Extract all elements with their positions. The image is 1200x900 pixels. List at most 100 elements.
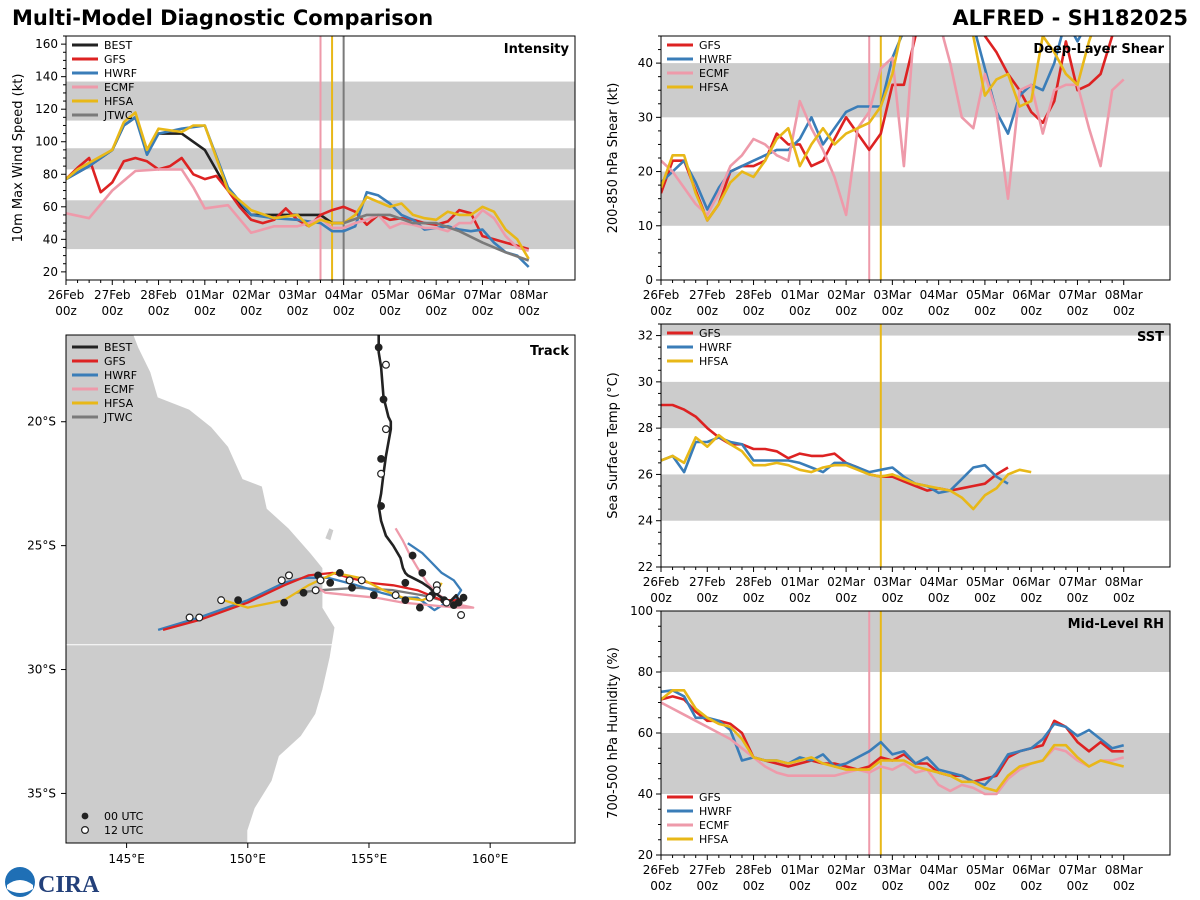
shear-xtick-label-hour: 00z <box>696 304 718 318</box>
intensity-xtick-label: 26Feb <box>48 288 85 302</box>
track-legend-label-ecmf: ECMF <box>104 383 134 396</box>
intensity-plot-area <box>66 36 575 280</box>
rh-xtick-label: 03Mar <box>873 863 911 877</box>
intensity-ytick-label: 120 <box>35 102 58 116</box>
intensity-legend-label-hwrf: HWRF <box>104 67 137 80</box>
intensity-xtick-label-hour: 00z <box>55 304 77 318</box>
rh-xtick-label: 06Mar <box>1012 863 1050 877</box>
legend-12utc-label: 12 UTC <box>104 824 144 837</box>
sst-ytick-label: 26 <box>638 467 653 481</box>
track-marker-00utc <box>326 578 335 587</box>
rh-legend-label-ecmf: ECMF <box>699 819 729 832</box>
track-title: Track <box>530 344 569 359</box>
shear-xtick-label-hour: 00z <box>974 304 996 318</box>
track-marker-12utc <box>457 611 466 620</box>
track-ytick-label: 25°S <box>27 539 56 553</box>
shear-xtick-label: 26Feb <box>643 288 680 302</box>
sst-xtick-label-hour: 00z <box>696 591 718 605</box>
intensity-ytick-label: 20 <box>43 265 58 279</box>
shear-ytick-label: 40 <box>638 56 653 70</box>
intensity-series-ecmf <box>66 168 530 252</box>
sst-ytick-label: 24 <box>638 514 653 528</box>
intensity-xtick-label: 28Feb <box>140 288 177 302</box>
intensity-ytick-label: 40 <box>43 232 58 246</box>
track-marker-12utc <box>391 591 400 600</box>
shear-ytick-label: 10 <box>638 219 653 233</box>
shear-xtick-label-hour: 00z <box>928 304 950 318</box>
sst-ytick-label: 30 <box>638 375 653 389</box>
shear-band-0 <box>661 171 1170 226</box>
sst-xtick-label: 26Feb <box>643 575 680 589</box>
rh-xtick-label-hour: 00z <box>743 879 765 893</box>
shear-xtick-label: 03Mar <box>873 288 911 302</box>
shear-xtick-label-hour: 00z <box>882 304 904 318</box>
intensity-legend-label-best: BEST <box>104 39 132 52</box>
track-marker-12utc <box>432 586 441 595</box>
track-marker-12utc <box>425 593 434 602</box>
sst-series-hfsa <box>661 433 1032 511</box>
track-marker-00utc <box>459 593 468 602</box>
sst-band-0 <box>661 474 1170 521</box>
intensity-xtick-label-hour: 00z <box>287 304 309 318</box>
rh-xtick-label: 28Feb <box>735 863 772 877</box>
track-legend-label-best: BEST <box>104 341 132 354</box>
shear-ytick-label: 30 <box>638 110 653 124</box>
intensity-xtick-label: 04Mar <box>325 288 363 302</box>
track-marker-00utc <box>348 583 356 592</box>
rh-title: Mid-Level RH <box>1068 617 1164 632</box>
rh-xtick-label: 27Feb <box>689 863 726 877</box>
rh-xtick-label: 04Mar <box>920 863 958 877</box>
intensity-xtick-label: 01Mar <box>186 288 224 302</box>
shear-ytick-label: 0 <box>645 273 653 287</box>
sst-xtick-label-hour: 00z <box>1020 591 1042 605</box>
track-marker-12utc <box>311 586 320 595</box>
rh-xtick-label-hour: 00z <box>1113 879 1135 893</box>
rh-xtick-label-hour: 00z <box>1020 879 1042 893</box>
intensity-title: Intensity <box>504 42 570 57</box>
shear-xtick-label-hour: 00z <box>789 304 811 318</box>
storm-id-title: ALFRED - SH182025 <box>952 6 1188 30</box>
track-marker-00utc <box>369 591 378 600</box>
shear-xtick-label: 02Mar <box>827 288 865 302</box>
rh-series-hfsa <box>661 688 1125 793</box>
intensity-legend-label-hfsa: HFSA <box>104 95 134 108</box>
intensity-xtick-label: 07Mar <box>463 288 501 302</box>
sst-title: SST <box>1137 330 1164 345</box>
track-marker-00utc <box>449 601 458 610</box>
intensity-xtick-label-hour: 00z <box>518 304 540 318</box>
track-marker-12utc <box>277 576 286 585</box>
track-ytick-label: 35°S <box>27 786 56 800</box>
rh-xtick-label: 02Mar <box>827 863 865 877</box>
rh-xtick-label-hour: 00z <box>835 879 857 893</box>
shear-legend-label-hwrf: HWRF <box>699 53 732 66</box>
track-panel: 145°E 150°E 155°E 160°E 20°S 25°S 30°S 35°S Trac… <box>27 334 576 866</box>
shear-xtick-label-hour: 00z <box>1067 304 1089 318</box>
rh-xtick-label-hour: 00z <box>789 879 811 893</box>
legend-00utc-label: 00 UTC <box>104 810 144 823</box>
shear-xtick-label-hour: 00z <box>743 304 765 318</box>
rh-series-hwrf <box>661 688 1125 787</box>
sst-ytick-label: 32 <box>638 329 653 343</box>
sst-panel: 22 24 26 28 30 32 26Feb 00z 27Feb 00z 28Feb 00z 01Ma… <box>606 323 1171 605</box>
sst-xtick-label: 02Mar <box>827 575 865 589</box>
rh-ylabel: 700-500 hPa Humidity (%) <box>606 647 621 819</box>
track-marker-00utc <box>401 596 410 605</box>
cira-logo: CIRA <box>5 867 100 898</box>
intensity-xtick-label: 08Mar <box>510 288 548 302</box>
intensity-series-hwrf <box>66 116 530 268</box>
sst-xtick-label-hour: 00z <box>974 591 996 605</box>
rh-xtick-label-hour: 00z <box>1067 879 1089 893</box>
sst-xtick-label: 03Mar <box>873 575 911 589</box>
shear-series-hfsa <box>661 36 1093 222</box>
track-legend-label-gfs: GFS <box>104 355 126 368</box>
sst-band-1 <box>661 381 1170 429</box>
noaa-wave-icon <box>7 880 33 893</box>
track-ytick-label: 30°S <box>27 663 56 677</box>
shear-legend-label-ecmf: ECMF <box>699 67 729 80</box>
intensity-ytick-label: 100 <box>35 135 58 149</box>
rh-xtick-label: 26Feb <box>643 863 680 877</box>
intensity-ytick-label: 140 <box>35 70 58 84</box>
sst-plot-area <box>661 324 1170 567</box>
shear-xtick-label: 04Mar <box>920 288 958 302</box>
track-marker-12utc <box>185 613 194 622</box>
